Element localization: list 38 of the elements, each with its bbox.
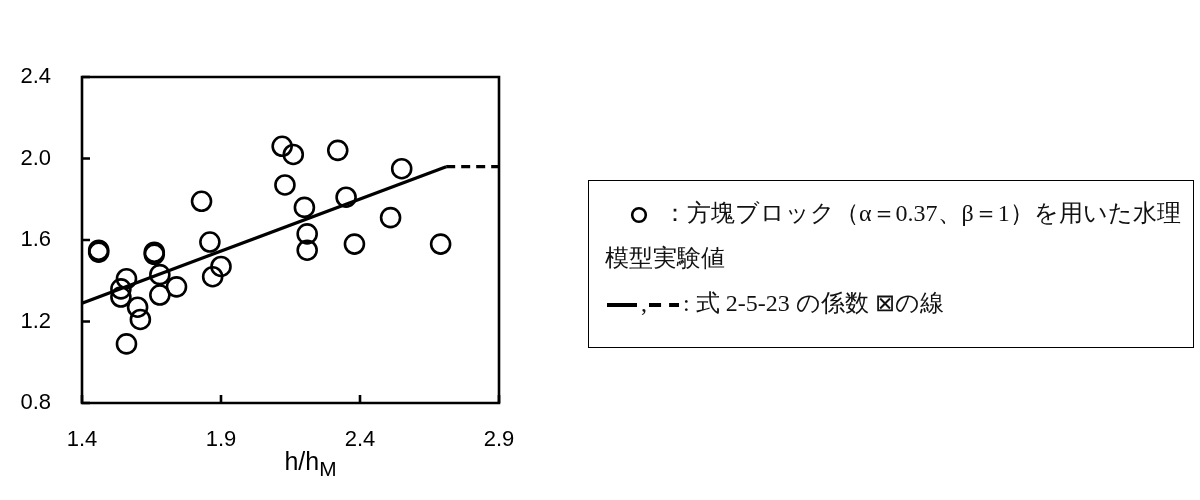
legend-label: , bbox=[641, 290, 647, 316]
point bbox=[110, 286, 132, 308]
point bbox=[149, 284, 171, 306]
point bbox=[429, 233, 452, 255]
point bbox=[129, 308, 152, 331]
point bbox=[296, 223, 318, 245]
point bbox=[296, 239, 318, 261]
x-tick-label: 2.4 bbox=[344, 426, 376, 452]
point bbox=[274, 174, 296, 196]
x-axis-title: h/h$_{M}$ bbox=[284, 447, 337, 480]
point bbox=[110, 278, 132, 300]
point bbox=[343, 233, 366, 255]
point bbox=[199, 231, 221, 253]
point bbox=[115, 267, 138, 290]
x-tick-label: 2.9 bbox=[483, 426, 515, 452]
point bbox=[293, 196, 316, 219]
y-tick-label: 1.2 bbox=[20, 307, 51, 333]
y-tick-label: 2.4 bbox=[20, 63, 51, 89]
point bbox=[210, 255, 232, 278]
x-tick-label: 1.9 bbox=[205, 426, 237, 452]
legend-label: : 式 2-5-23 の係数 ⊠の線 bbox=[683, 290, 944, 316]
point bbox=[126, 296, 149, 319]
x-tick-label: 1.4 bbox=[66, 426, 98, 452]
point bbox=[379, 206, 402, 229]
point bbox=[165, 276, 188, 298]
y-tick-label: 2.0 bbox=[20, 144, 51, 170]
y-tick-label: 1.6 bbox=[20, 226, 51, 252]
point bbox=[190, 190, 213, 213]
legend-label: ：方塊ブロック（α＝0.37、β＝1）を用いた水理模型実験値 bbox=[605, 200, 1181, 271]
point bbox=[390, 157, 413, 180]
point bbox=[271, 135, 293, 158]
y-tick-label: 0.8 bbox=[20, 389, 51, 415]
point bbox=[201, 265, 224, 288]
point bbox=[282, 143, 305, 166]
point bbox=[149, 263, 171, 286]
point bbox=[115, 333, 138, 355]
point bbox=[326, 139, 349, 162]
point bbox=[335, 186, 357, 209]
